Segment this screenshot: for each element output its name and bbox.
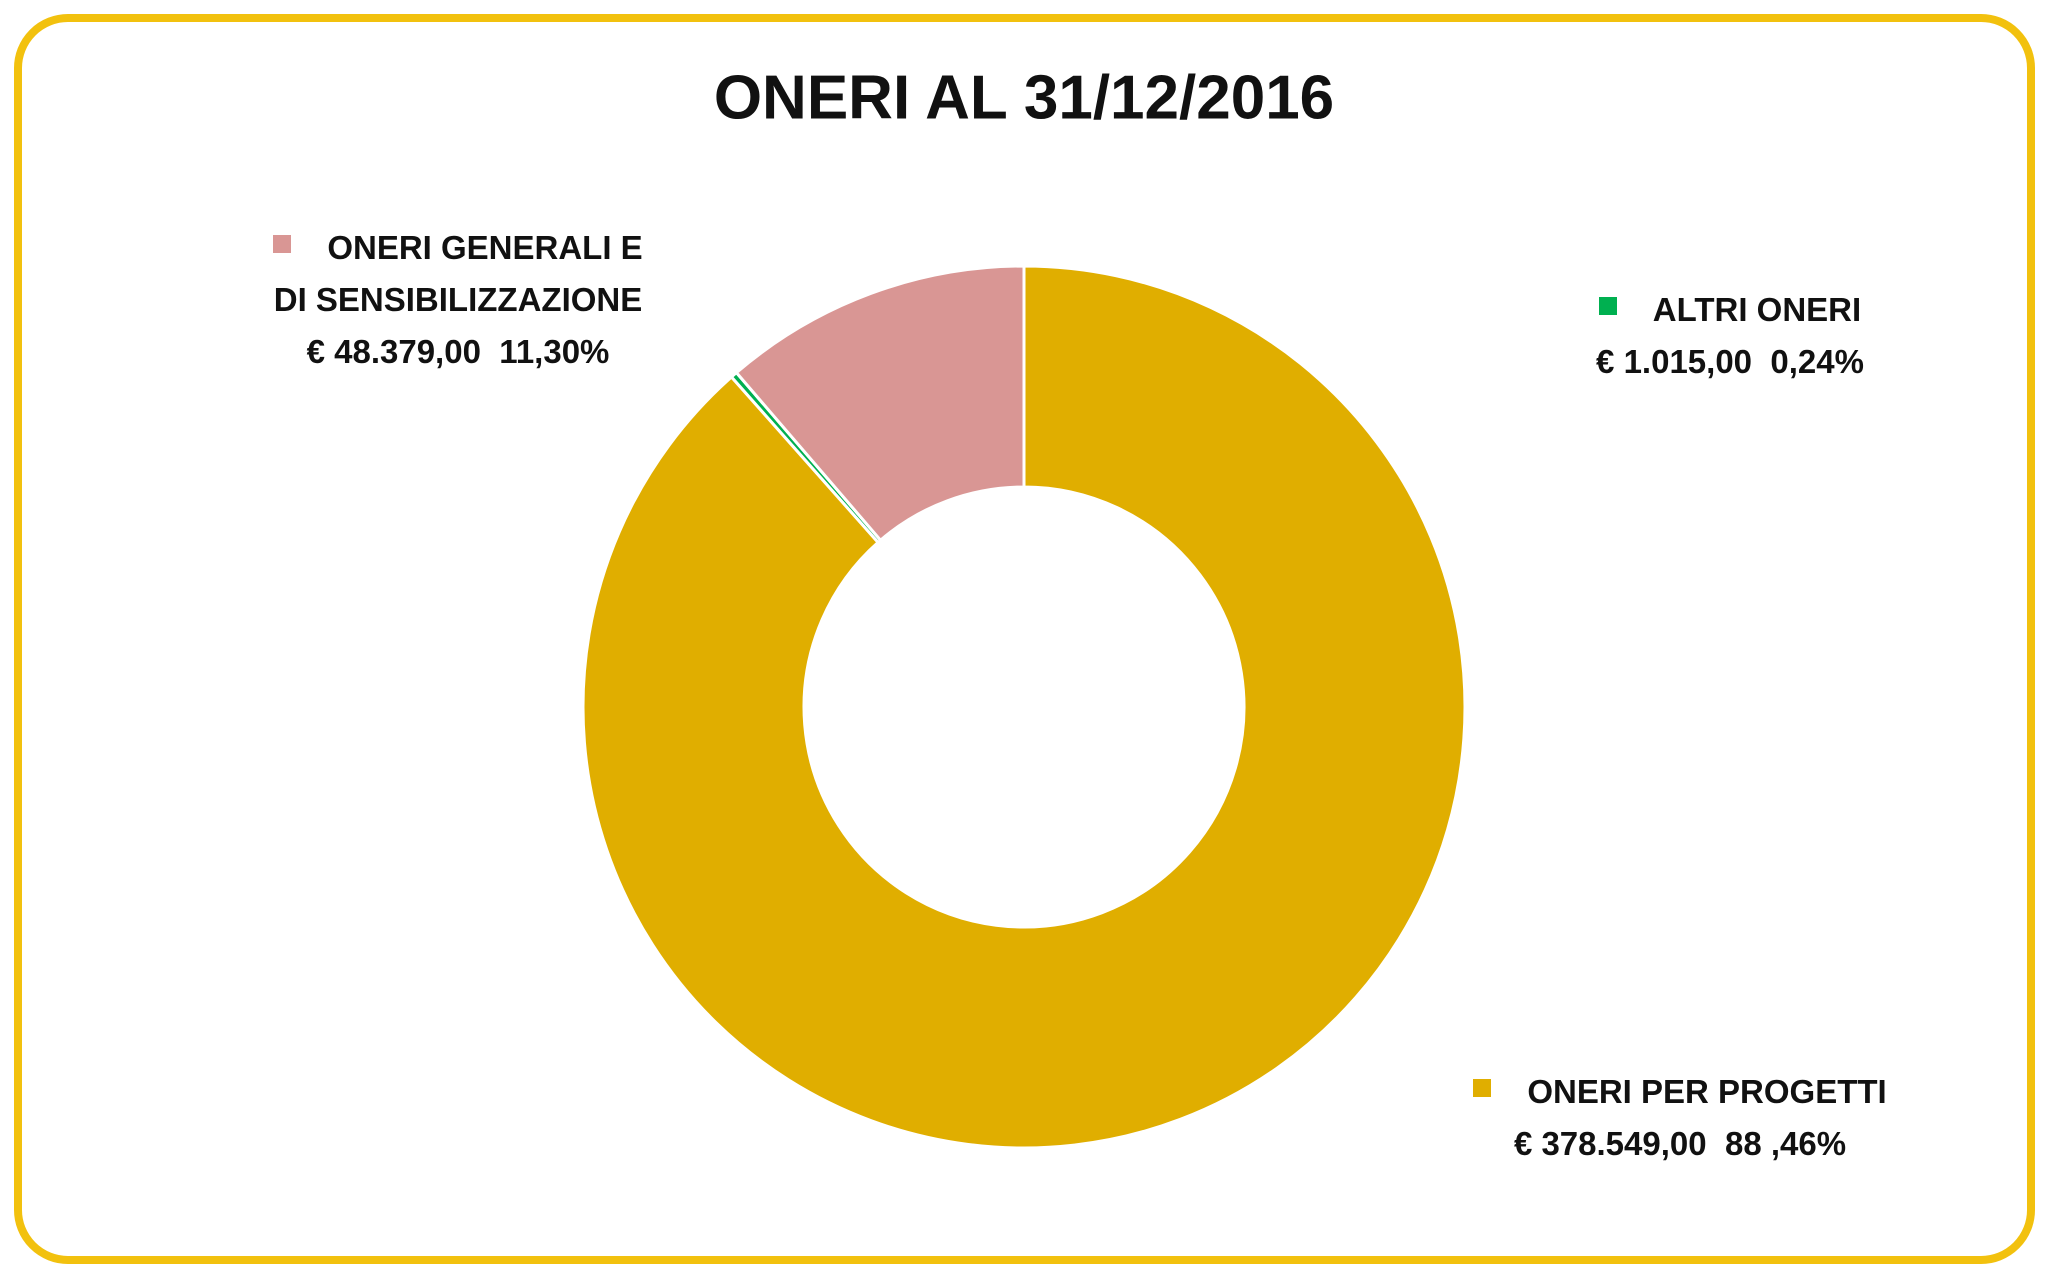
category-label: ALTRI ONERI: [1652, 291, 1862, 328]
percent-label: 88 ,46%: [1724, 1125, 1847, 1162]
percent-label: 11,30%: [499, 333, 610, 370]
value-label: € 378.549,00: [1513, 1125, 1707, 1162]
data-label: ONERI PER PROGETTI € 378.549,00 88 ,46%: [1400, 1066, 1960, 1170]
data-label: ONERI GENERALI E DI SENSIBILIZZAZIONE € …: [258, 222, 658, 378]
donut-slice: [581, 264, 1467, 1150]
chart-title: ONERI AL 31/12/2016: [714, 63, 1334, 132]
legend-marker: [273, 235, 292, 253]
value-label: € 1.015,00: [1596, 343, 1753, 380]
legend-marker: [1473, 1079, 1492, 1097]
category-label: ONERI GENERALI E DI SENSIBILIZZAZIONE: [273, 229, 643, 318]
percent-label: 0,24%: [1770, 343, 1864, 380]
data-label: ALTRI ONERI € 1.015,00 0,24%: [1500, 284, 1960, 388]
chart-border: [14, 14, 2035, 1264]
donut-slice: [734, 264, 1026, 543]
value-label: € 48.379,00: [306, 333, 481, 370]
category-label: ONERI PER PROGETTI: [1527, 1073, 1887, 1110]
legend-marker: [1598, 297, 1617, 315]
